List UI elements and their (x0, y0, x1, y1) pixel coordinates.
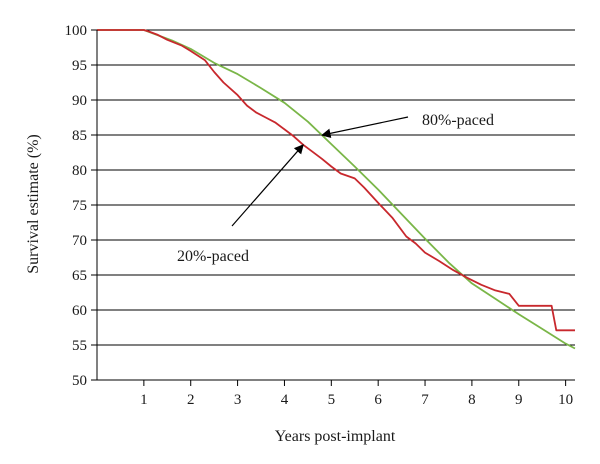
series-layer (97, 29, 576, 350)
x-tick-label: 10 (558, 392, 573, 408)
gridlines (97, 29, 575, 381)
x-tick-label: 1 (140, 392, 148, 408)
x-axis-label: Years post-implant (275, 428, 396, 445)
y-tick-label: 90 (72, 93, 87, 109)
annotation-label-20-paced: 20%-paced (177, 248, 249, 265)
series-line-80-paced (97, 29, 576, 350)
y-tick-label: 55 (72, 338, 87, 354)
y-tick-label: 95 (72, 58, 87, 74)
y-tick-label: 80 (72, 163, 87, 179)
y-tick-label: 100 (65, 23, 88, 39)
series-line-20-paced (97, 29, 575, 332)
x-tick-label: 7 (421, 392, 429, 408)
x-tick-label: 4 (281, 392, 289, 408)
y-tick-label: 85 (72, 128, 87, 144)
x-tick-label: 8 (468, 392, 476, 408)
axes (91, 29, 575, 386)
annotation-arrow-80-paced (321, 116, 409, 139)
y-tick-label: 75 (72, 198, 87, 214)
y-tick-label: 50 (72, 373, 87, 389)
y-tick-label: 60 (72, 303, 87, 319)
y-tick-label: 65 (72, 268, 87, 284)
annotations: 80%-paced 20%-paced (177, 112, 494, 265)
annotation-arrow-20-paced (231, 144, 304, 227)
x-tick-label: 6 (374, 392, 382, 408)
x-tick-label: 3 (234, 392, 242, 408)
y-axis-label: Survival estimate (%) (25, 134, 42, 274)
y-tick-label: 70 (72, 233, 87, 249)
annotation-label-80-paced: 80%-paced (422, 112, 494, 129)
x-tick-label: 2 (187, 392, 195, 408)
x-tick-label: 5 (328, 392, 336, 408)
x-tick-label: 9 (515, 392, 523, 408)
tick-labels: 50 55 60 65 70 75 80 85 90 95 100 1 2 3 4 5 6 7 8 9 10 (65, 23, 574, 408)
